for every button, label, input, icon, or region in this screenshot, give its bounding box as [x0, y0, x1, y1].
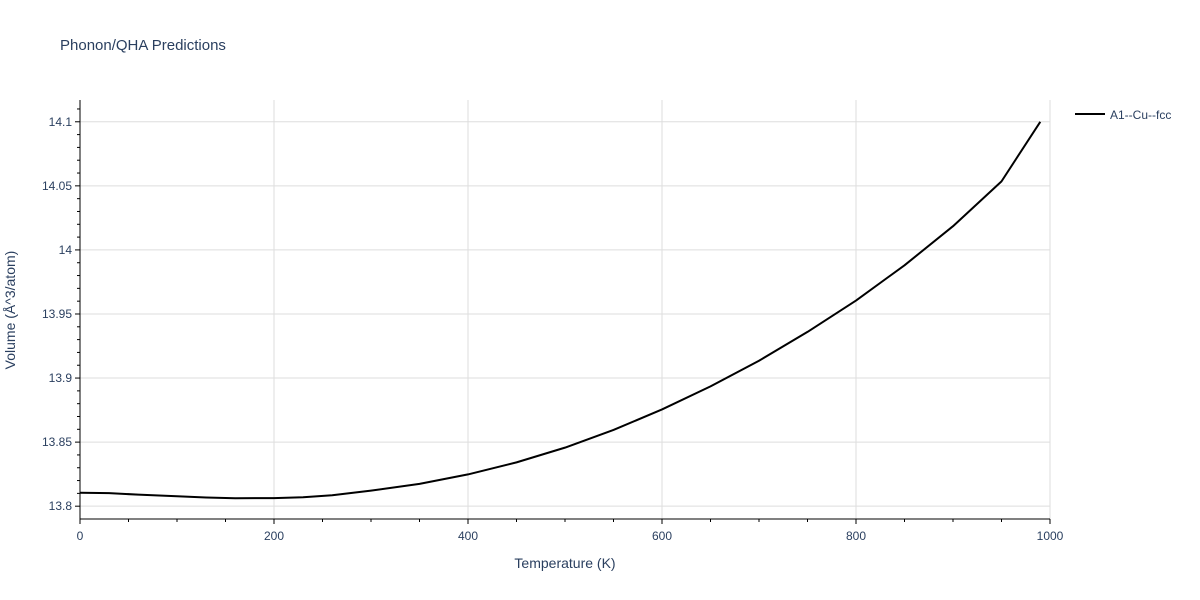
legend[interactable]: A1--Cu--fcc — [1075, 108, 1171, 122]
axes — [75, 100, 1051, 524]
gridlines — [80, 100, 1051, 519]
x-tick-label: 400 — [458, 529, 478, 543]
x-tick-label: 600 — [652, 529, 672, 543]
plot-area — [79, 121, 1042, 500]
x-tick-label: 0 — [77, 529, 84, 543]
tick-labels: 0 200 400 600 800 1000 13.8 13.85 13.9 13.95 14 14.… — [42, 115, 1064, 543]
x-tick-label: 200 — [264, 529, 284, 543]
y-tick-label: 13.85 — [42, 435, 72, 449]
x-tick-label: 800 — [846, 529, 866, 543]
legend-label: A1--Cu--fcc — [1110, 108, 1171, 122]
y-tick-label: 13.8 — [49, 499, 73, 513]
y-tick-label: 14.05 — [42, 179, 72, 193]
y-tick-label: 14 — [59, 243, 73, 257]
x-tick-label: 1000 — [1037, 529, 1064, 543]
x-axis-title: Temperature (K) — [514, 555, 615, 571]
y-axis-title: Volume (Å^3/atom) — [2, 251, 18, 370]
chart-title: Phonon/QHA Predictions — [60, 37, 226, 54]
series-line[interactable] — [79, 121, 1042, 500]
y-tick-label: 13.9 — [49, 371, 73, 385]
y-tick-label: 14.1 — [49, 115, 73, 129]
y-tick-label: 13.95 — [42, 307, 72, 321]
